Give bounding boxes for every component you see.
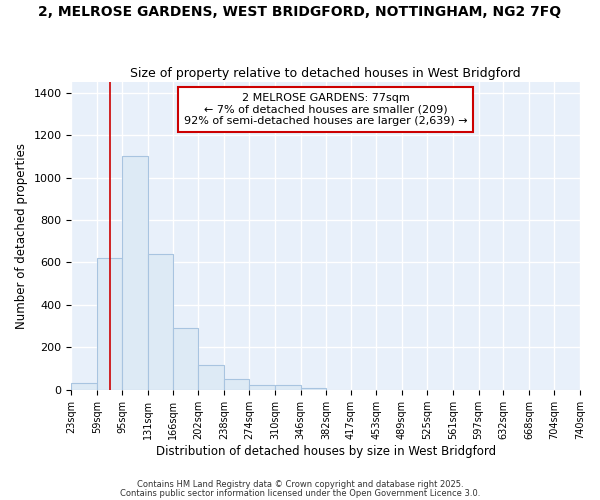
- Text: 2, MELROSE GARDENS, WEST BRIDGFORD, NOTTINGHAM, NG2 7FQ: 2, MELROSE GARDENS, WEST BRIDGFORD, NOTT…: [38, 5, 562, 19]
- Bar: [275, 386, 301, 390]
- Title: Size of property relative to detached houses in West Bridgford: Size of property relative to detached ho…: [130, 66, 521, 80]
- Bar: [224, 379, 250, 390]
- Bar: [301, 388, 326, 390]
- Bar: [71, 384, 97, 390]
- Text: Contains public sector information licensed under the Open Government Licence 3.: Contains public sector information licen…: [120, 488, 480, 498]
- Text: 2 MELROSE GARDENS: 77sqm
← 7% of detached houses are smaller (209)
92% of semi-d: 2 MELROSE GARDENS: 77sqm ← 7% of detache…: [184, 93, 467, 126]
- Text: Contains HM Land Registry data © Crown copyright and database right 2025.: Contains HM Land Registry data © Crown c…: [137, 480, 463, 489]
- Bar: [148, 254, 173, 390]
- Y-axis label: Number of detached properties: Number of detached properties: [15, 143, 28, 329]
- Bar: [122, 156, 148, 390]
- Bar: [250, 386, 275, 390]
- Bar: [173, 328, 199, 390]
- Bar: [97, 258, 122, 390]
- X-axis label: Distribution of detached houses by size in West Bridgford: Distribution of detached houses by size …: [155, 444, 496, 458]
- Bar: [199, 366, 224, 390]
